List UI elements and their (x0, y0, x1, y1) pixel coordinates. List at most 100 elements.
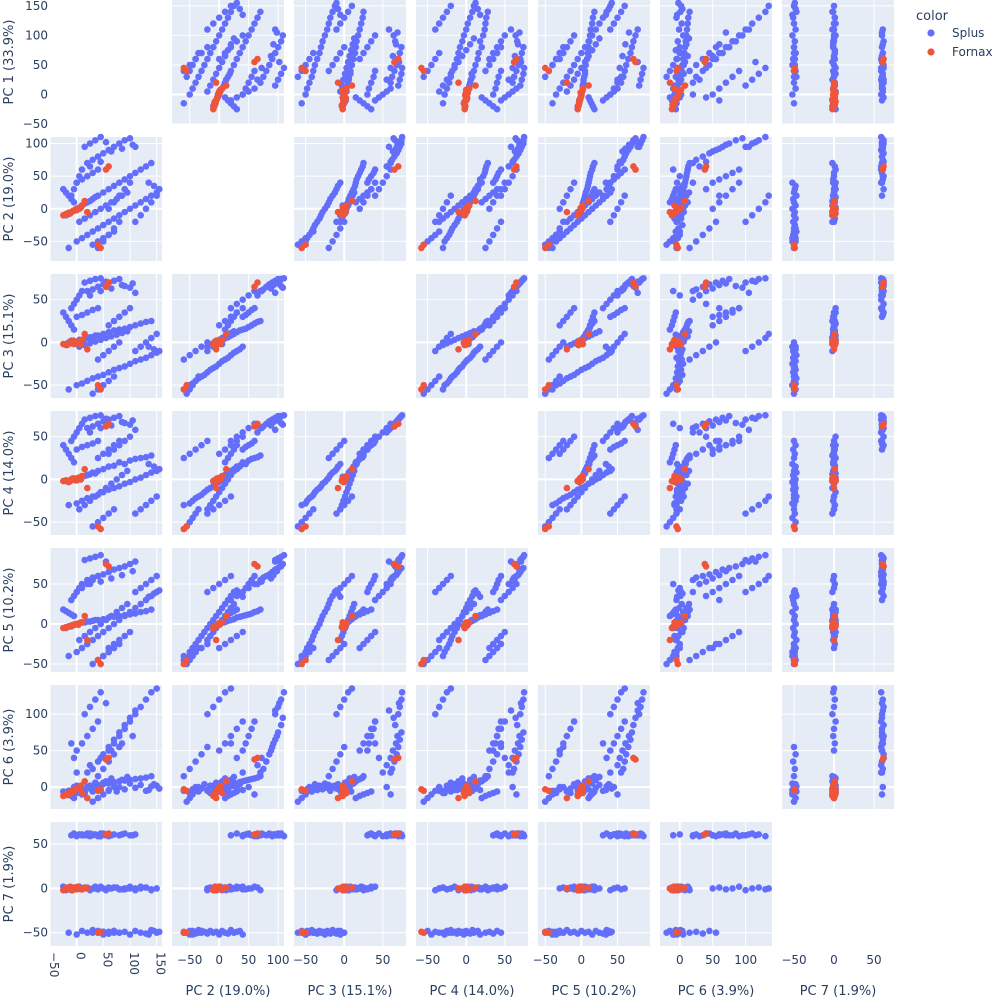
point-splus (78, 166, 86, 173)
point-splus (484, 8, 492, 16)
point-fornax (579, 472, 587, 480)
point-splus (439, 339, 447, 346)
point-fornax (510, 283, 518, 291)
point-splus (507, 707, 515, 714)
point-splus (669, 580, 677, 588)
point-splus (132, 202, 139, 209)
point-splus (340, 76, 347, 83)
point-splus (621, 758, 628, 765)
point-fornax (579, 85, 587, 92)
point-splus (204, 510, 211, 517)
point-fornax (455, 79, 462, 86)
point-splus (716, 85, 723, 92)
point-splus (215, 55, 223, 63)
point-splus (137, 199, 144, 206)
point-splus (581, 58, 589, 66)
point-splus (251, 437, 258, 445)
point-splus (877, 551, 885, 559)
point-splus (398, 133, 406, 141)
point-fornax (334, 208, 342, 216)
point-splus (712, 437, 720, 445)
point-splus (709, 313, 716, 321)
point-fornax (466, 619, 473, 626)
point-fornax (585, 82, 592, 89)
point-splus (124, 600, 131, 608)
point-fornax (78, 619, 86, 626)
point-splus (392, 41, 400, 48)
point-splus (92, 493, 99, 500)
point-splus (242, 777, 249, 784)
point-splus (126, 478, 134, 486)
point-splus (790, 640, 798, 648)
point-splus (337, 593, 344, 601)
point-splus (60, 606, 67, 613)
point-splus (310, 783, 317, 791)
point-splus (621, 718, 628, 725)
point-splus (729, 73, 736, 81)
point-splus (89, 306, 96, 314)
point-splus (830, 55, 838, 63)
point-splus (510, 765, 518, 773)
point-splus (398, 689, 406, 696)
point-splus (712, 218, 720, 226)
point-splus (560, 743, 567, 751)
point-splus (78, 644, 86, 652)
point-splus (878, 192, 886, 199)
point-splus (482, 322, 489, 329)
point-splus (105, 624, 112, 632)
point-splus (679, 32, 687, 39)
point-fornax (334, 79, 342, 86)
point-fornax (180, 660, 188, 668)
point-splus (614, 85, 621, 92)
point-splus (94, 794, 102, 802)
point-splus (692, 238, 700, 245)
point-splus (722, 79, 730, 86)
point-splus (65, 386, 72, 393)
point-splus (735, 179, 743, 186)
point-splus (755, 501, 763, 509)
point-splus (468, 70, 475, 78)
point-splus (748, 20, 756, 27)
point-splus (389, 52, 397, 60)
point-splus (94, 225, 102, 232)
point-splus (215, 644, 223, 652)
point-splus (76, 506, 83, 513)
point-fornax (343, 202, 350, 209)
cell-r5-c1 (49, 548, 163, 672)
point-splus (877, 572, 885, 580)
point-splus (81, 143, 88, 151)
point-splus (345, 76, 353, 83)
point-splus (634, 289, 641, 297)
point-splus (89, 660, 96, 668)
point-splus (186, 765, 193, 773)
point-splus (689, 179, 697, 186)
point-splus (132, 169, 139, 177)
point-splus (81, 279, 88, 286)
point-splus (622, 61, 630, 69)
point-splus (370, 73, 377, 81)
point-splus (563, 192, 571, 199)
point-splus (589, 163, 597, 170)
point-splus (129, 567, 136, 575)
point-splus (716, 596, 723, 604)
point-fornax (579, 789, 587, 797)
point-splus (105, 322, 112, 329)
point-splus (686, 356, 693, 363)
point-splus (878, 138, 886, 146)
point-splus (599, 740, 607, 747)
point-fornax (791, 660, 799, 668)
point-splus (679, 221, 686, 229)
point-splus (76, 172, 83, 180)
point-splus (97, 620, 104, 628)
point-fornax (674, 64, 682, 72)
point-splus (497, 218, 505, 226)
point-splus (614, 14, 621, 21)
point-fornax (102, 166, 110, 173)
point-splus (497, 166, 505, 173)
point-splus (712, 43, 720, 51)
point-splus (359, 774, 367, 781)
point-splus (614, 79, 621, 86)
point-fornax (84, 484, 91, 492)
point-splus (84, 172, 91, 180)
point-splus (706, 225, 713, 232)
